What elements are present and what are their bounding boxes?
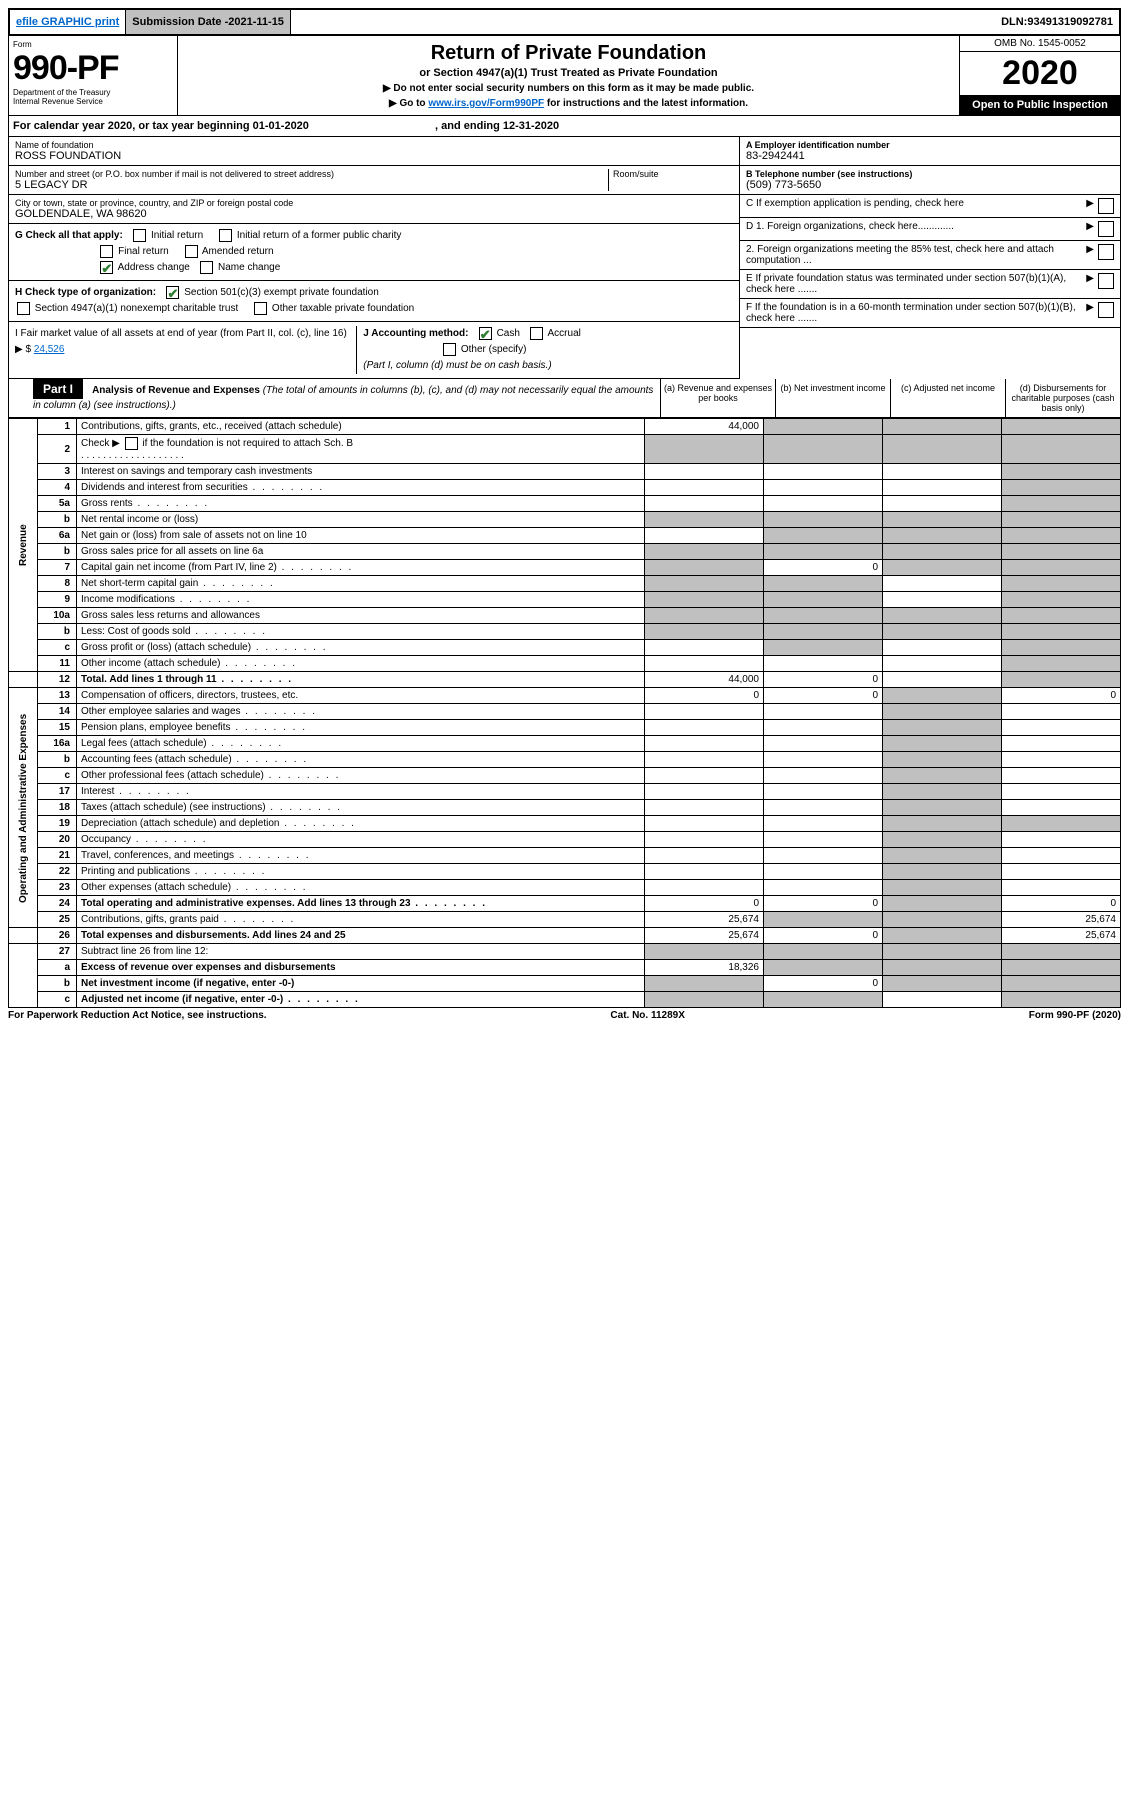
cb-initial-former[interactable] xyxy=(219,229,232,242)
cb-501c3[interactable] xyxy=(166,286,179,299)
cb-d2[interactable] xyxy=(1098,244,1114,260)
cat-number: Cat. No. 11289X xyxy=(610,1010,684,1021)
form990pf-link[interactable]: www.irs.gov/Form990PF xyxy=(428,98,544,109)
note-ssn: ▶ Do not enter social security numbers o… xyxy=(186,83,951,94)
calendar-year: For calendar year 2020, or tax year begi… xyxy=(8,116,1121,137)
cb-d1[interactable] xyxy=(1098,221,1114,237)
form-ref: Form 990-PF (2020) xyxy=(1029,1010,1121,1021)
tax-year: 2020 xyxy=(960,52,1120,95)
telephone: (509) 773-5650 xyxy=(746,179,1114,191)
cb-other-taxable[interactable] xyxy=(254,302,267,315)
cb-amended-return[interactable] xyxy=(185,245,198,258)
ein: 83-2942441 xyxy=(746,150,1114,162)
foundation-name: ROSS FOUNDATION xyxy=(15,150,733,162)
part1-header: Part I Analysis of Revenue and Expenses … xyxy=(8,379,1121,418)
note-goto: ▶ Go to www.irs.gov/Form990PF for instru… xyxy=(186,98,951,109)
revenue-label: Revenue xyxy=(9,419,38,672)
open-inspection: Open to Public Inspection xyxy=(960,95,1120,115)
cb-e[interactable] xyxy=(1098,273,1114,289)
cb-4947[interactable] xyxy=(17,302,30,315)
form-number: 990-PF xyxy=(13,49,173,88)
cb-initial-return[interactable] xyxy=(133,229,146,242)
top-bar: efile GRAPHIC print Submission Date - 20… xyxy=(8,8,1121,36)
city-state-zip: GOLDENDALE, WA 98620 xyxy=(15,208,733,220)
room-label: Room/suite xyxy=(613,169,733,179)
cb-accrual[interactable] xyxy=(530,327,543,340)
form-title: Return of Private Foundation xyxy=(186,42,951,65)
section-j: J Accounting method: Cash Accrual Other … xyxy=(356,326,733,374)
cb-name-change[interactable] xyxy=(200,261,213,274)
page-footer: For Paperwork Reduction Act Notice, see … xyxy=(8,1008,1121,1023)
ein-label: A Employer identification number xyxy=(746,140,1114,150)
col-b-header: (b) Net investment income xyxy=(775,379,890,417)
item-e: E If private foundation status was termi… xyxy=(746,273,1086,295)
paperwork-notice: For Paperwork Reduction Act Notice, see … xyxy=(8,1010,267,1021)
cb-address-change[interactable] xyxy=(100,261,113,274)
item-c: C If exemption application is pending, c… xyxy=(746,198,1086,209)
form-subtitle: or Section 4947(a)(1) Trust Treated as P… xyxy=(186,67,951,79)
expenses-label: Operating and Administrative Expenses xyxy=(9,688,38,928)
item-d1: D 1. Foreign organizations, check here..… xyxy=(746,221,1086,232)
cb-final-return[interactable] xyxy=(100,245,113,258)
omb-number: OMB No. 1545-0052 xyxy=(960,36,1120,52)
fmv-link[interactable]: 24,526 xyxy=(34,344,65,355)
submission-date: Submission Date - 2021-11-15 xyxy=(126,10,291,34)
cb-other-method[interactable] xyxy=(443,343,456,356)
cb-f[interactable] xyxy=(1098,302,1114,318)
form-header: Form 990-PF Department of the Treasury I… xyxy=(8,36,1121,116)
name-label: Name of foundation xyxy=(15,140,733,150)
cb-c[interactable] xyxy=(1098,198,1114,214)
city-label: City or town, state or province, country… xyxy=(15,198,733,208)
street-address: 5 LEGACY DR xyxy=(15,179,608,191)
col-c-header: (c) Adjusted net income xyxy=(890,379,1005,417)
col-a-header: (a) Revenue and expenses per books xyxy=(660,379,775,417)
dept: Department of the Treasury xyxy=(13,88,173,97)
section-i: I Fair market value of all assets at end… xyxy=(15,326,356,374)
item-f: F If the foundation is in a 60-month ter… xyxy=(746,302,1086,324)
form-label: Form xyxy=(13,40,173,49)
cb-sch-b[interactable] xyxy=(125,437,138,450)
cb-cash[interactable] xyxy=(479,327,492,340)
col-d-header: (d) Disbursements for charitable purpose… xyxy=(1005,379,1120,417)
part1-table: Revenue 1Contributions, gifts, grants, e… xyxy=(8,418,1121,1008)
address-label: Number and street (or P.O. box number if… xyxy=(15,169,608,179)
section-g: G Check all that apply: Initial return I… xyxy=(9,224,739,281)
efile-link[interactable]: efile GRAPHIC print xyxy=(10,10,126,34)
tel-label: B Telephone number (see instructions) xyxy=(746,169,1114,179)
item-d2: 2. Foreign organizations meeting the 85%… xyxy=(746,244,1086,266)
section-h: H Check type of organization: Section 50… xyxy=(9,281,739,322)
irs: Internal Revenue Service xyxy=(13,97,173,106)
identification-section: Name of foundation ROSS FOUNDATION Numbe… xyxy=(8,137,1121,379)
dln: DLN: 93491319092781 xyxy=(995,10,1119,34)
